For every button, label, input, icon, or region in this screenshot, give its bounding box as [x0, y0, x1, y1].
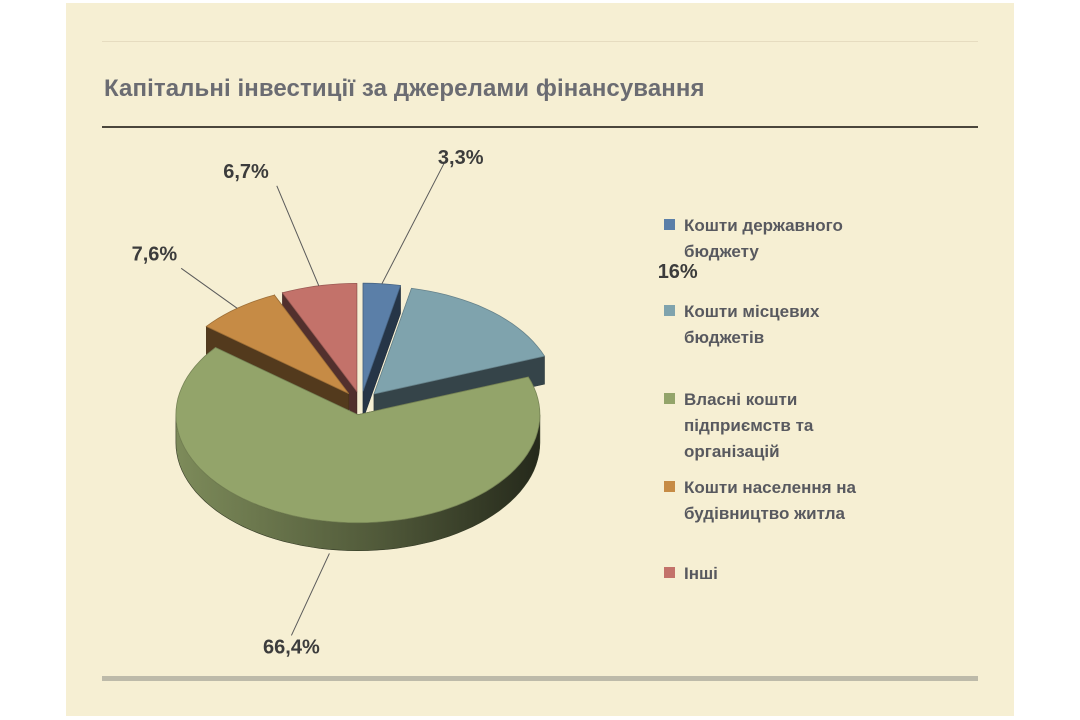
data-label-other: 6,7% [223, 161, 269, 183]
data-label-local-budgets: 16% [658, 261, 698, 283]
legend-swatch [664, 219, 675, 230]
slide-title: Капітальні інвестиції за джерелами фінан… [104, 75, 705, 102]
leader-line-other [276, 185, 320, 286]
title-divider [102, 126, 978, 128]
bottom-divider [102, 676, 978, 681]
legend-label: Кошти державного бюджету [684, 216, 843, 261]
legend-label: Інші [684, 564, 718, 583]
slice-local-budgets [373, 287, 546, 395]
slide: Капітальні інвестиції за джерелами фінан… [66, 3, 1014, 716]
legend-swatch [664, 481, 675, 492]
legend-swatch [664, 567, 675, 578]
leader-line-own-funds [290, 553, 330, 636]
slice-own-funds [175, 347, 541, 524]
leader-line-population-funds [180, 267, 238, 309]
legend-swatch [664, 393, 675, 404]
top-divider [102, 41, 978, 42]
data-label-own-funds: 66,4% [263, 636, 320, 658]
legend-label: Кошти місцевих бюджетів [684, 302, 820, 347]
data-label-population-funds: 7,6% [132, 243, 178, 265]
legend-label: Кошти населення на будівництво житла [684, 478, 856, 523]
leader-line-state-budget [381, 159, 447, 285]
legend-swatch [664, 305, 675, 316]
legend-label: Власні кошти підприємств та організацій [684, 390, 814, 461]
data-label-state-budget: 3,3% [438, 147, 484, 169]
pie-chart: 3,3% 16% 66,4% 7,6% 6,7% [132, 147, 698, 659]
